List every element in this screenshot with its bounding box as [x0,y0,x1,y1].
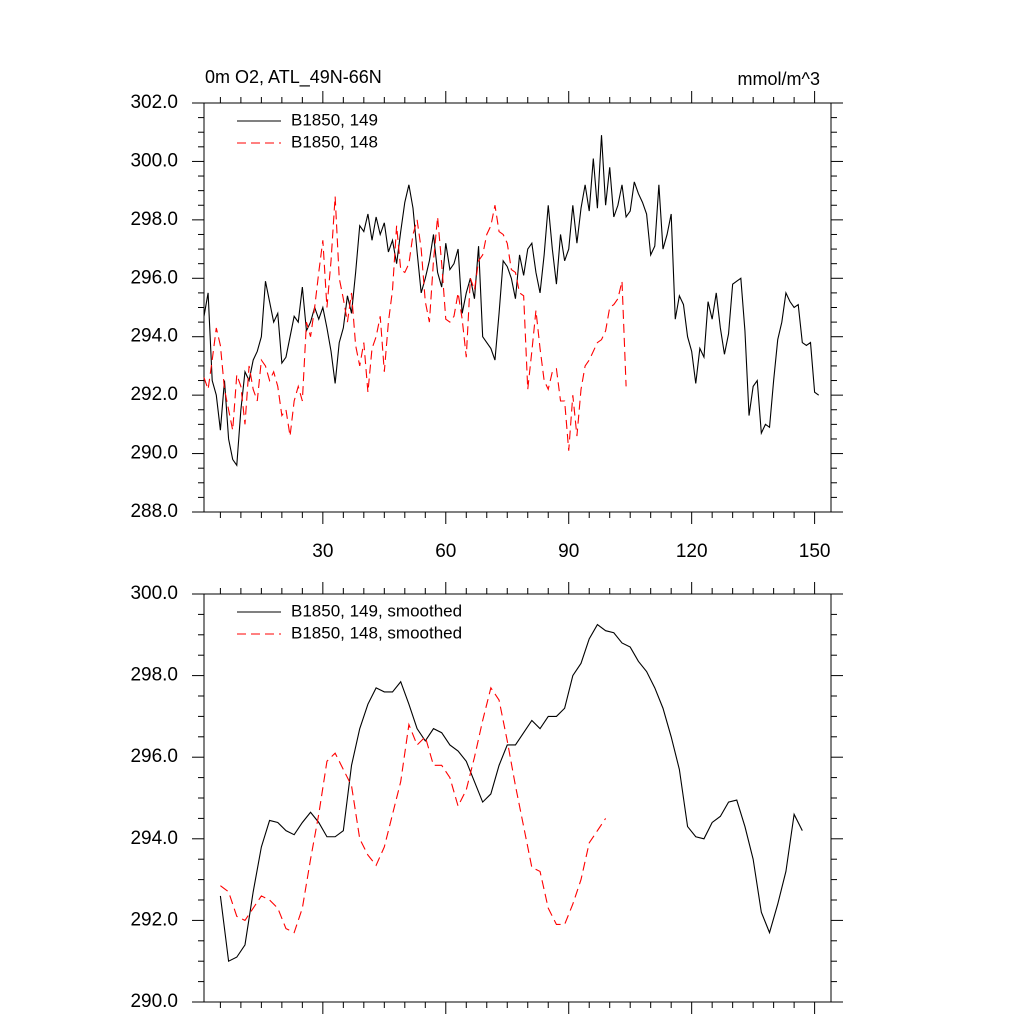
y-tick-label: 288.0 [130,501,178,522]
y-tick-label: 300.0 [130,150,178,171]
chart-title: 0m O2, ATL_49N-66N [205,67,382,88]
y-tick-label: 294.0 [130,326,178,347]
y-tick-label: 290.0 [130,443,178,464]
legend-label: B1850, 148, smoothed [291,623,462,642]
x-tick-label: 30 [312,541,333,562]
plot-frame [203,102,832,513]
y-tick-label: 300.0 [130,583,178,604]
y-tick-label: 292.0 [130,384,178,405]
y-tick-label: 296.0 [130,746,178,767]
y-tick-label: 302.0 [130,92,178,113]
series-line [203,196,627,451]
x-tick-label: 90 [558,541,579,562]
legend-label: B1850, 148 [291,132,378,151]
y-tick-label: 298.0 [130,209,178,230]
y-tick-label: 298.0 [130,665,178,686]
x-tick-label: 150 [799,541,831,562]
series-line [203,135,820,467]
series-line [219,623,803,963]
y-tick-label: 294.0 [130,828,178,849]
legend-label: B1850, 149, smoothed [291,601,462,620]
x-tick-label: 60 [435,541,456,562]
y-tick-label: 292.0 [130,909,178,930]
y-tick-label: 290.0 [130,991,178,1012]
y-tick-label: 296.0 [130,267,178,288]
units-label: mmol/m^3 [738,69,820,89]
x-tick-label: 120 [676,541,708,562]
series-line [220,686,607,934]
legend-label: B1850, 149 [291,110,378,129]
